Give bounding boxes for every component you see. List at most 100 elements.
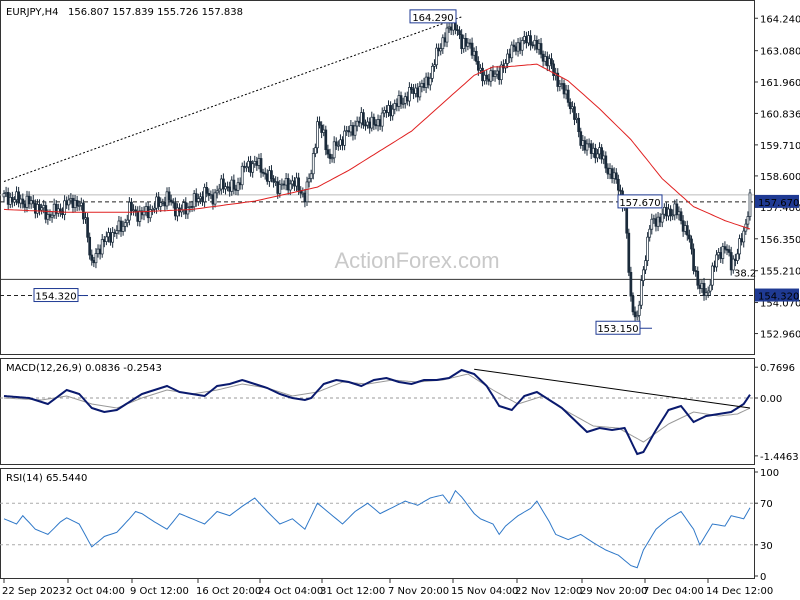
candle-body xyxy=(491,70,495,77)
candle-body xyxy=(98,248,102,255)
candle-body xyxy=(349,125,353,133)
candle-body xyxy=(196,198,200,202)
candle-body xyxy=(65,200,69,206)
candle-body xyxy=(368,121,372,129)
candle-body xyxy=(236,182,240,191)
candle-body xyxy=(199,196,202,200)
candle-body xyxy=(38,204,41,211)
price-tick-label: 154.070 xyxy=(760,299,800,310)
candle-body xyxy=(600,147,603,160)
candle-body xyxy=(228,186,232,192)
candle-body xyxy=(504,63,507,69)
candle-body xyxy=(136,211,140,222)
support-price-box xyxy=(755,288,799,302)
candle-body xyxy=(36,204,39,214)
candle-body xyxy=(109,232,112,243)
candle-body xyxy=(253,161,257,165)
candle-body xyxy=(242,165,246,168)
candle-body xyxy=(594,147,597,159)
candle-body xyxy=(205,186,209,194)
candle-body xyxy=(111,232,115,243)
candle-body xyxy=(217,188,221,192)
candle-body xyxy=(186,207,190,215)
candle-body xyxy=(155,196,158,209)
candle-body xyxy=(692,248,695,271)
candle-body xyxy=(159,202,163,207)
price-tick-label: 157.480 xyxy=(760,203,800,214)
candle-body xyxy=(604,155,608,169)
candle-body xyxy=(487,78,491,82)
candle-body xyxy=(564,89,568,95)
candle-body xyxy=(405,96,409,102)
candle-body xyxy=(704,292,708,296)
candle-body xyxy=(343,130,346,146)
price-tick-label: 161.960 xyxy=(760,78,800,89)
candle-body xyxy=(435,47,438,66)
candle-body xyxy=(59,208,62,212)
candle-body xyxy=(416,87,420,98)
candle-body xyxy=(717,252,721,256)
candle-body xyxy=(309,173,313,179)
candle-body xyxy=(479,67,482,71)
candle-body xyxy=(683,225,687,232)
candle-body xyxy=(167,191,171,201)
candle-body xyxy=(94,253,98,264)
candle-body xyxy=(514,46,518,52)
candle-body xyxy=(420,83,424,88)
current-price-label: 157.670 xyxy=(758,198,799,209)
candle-body xyxy=(330,157,334,160)
candle-body xyxy=(364,124,367,127)
candle-body xyxy=(395,103,399,107)
candle-body xyxy=(516,42,520,52)
candle-body xyxy=(499,64,503,81)
candle-body xyxy=(723,246,727,250)
candle-body xyxy=(291,180,294,185)
candle-body xyxy=(520,40,524,51)
candle-body xyxy=(100,239,104,255)
candle-body xyxy=(63,200,66,216)
candle-body xyxy=(512,44,516,48)
candle-body xyxy=(151,209,154,211)
candle-body xyxy=(117,220,121,231)
candle-body xyxy=(533,39,537,46)
candle-body xyxy=(188,206,192,208)
candle-body xyxy=(322,129,326,133)
candle-body xyxy=(472,50,476,56)
candle-body xyxy=(238,182,242,186)
candle-body xyxy=(433,64,436,67)
candle-body xyxy=(176,207,179,217)
candle-body xyxy=(652,218,656,221)
candle-body xyxy=(422,83,426,88)
candle-body xyxy=(261,171,265,174)
candle-body xyxy=(681,220,685,232)
candle-body xyxy=(27,195,31,205)
candle-body xyxy=(142,211,146,216)
candle-body xyxy=(470,42,474,56)
macd-panel-title: MACD(12,26,9) 0.0836 -0.2543 xyxy=(6,363,162,374)
candle-body xyxy=(629,272,633,297)
candle-body xyxy=(345,130,349,132)
support-price-label: 154.320 xyxy=(758,292,799,303)
candle-body xyxy=(113,232,117,234)
candle-body xyxy=(719,252,723,259)
candle-body xyxy=(82,202,85,220)
candle-body xyxy=(328,153,332,159)
candle-body xyxy=(115,230,119,234)
candle-body xyxy=(713,265,716,268)
rsi-line xyxy=(3,489,751,569)
candle-body xyxy=(226,186,229,189)
candle-body xyxy=(408,87,411,102)
candle-body xyxy=(326,149,330,155)
candle-body xyxy=(658,216,662,223)
candle-body xyxy=(374,124,378,127)
candle-body xyxy=(596,153,599,159)
candle-body xyxy=(324,129,328,151)
candle-body xyxy=(336,144,340,147)
candle-body xyxy=(270,170,273,179)
candle-body xyxy=(633,311,637,318)
rsi-panel-frame xyxy=(0,468,755,579)
candle-body xyxy=(535,39,539,50)
fib-label: 38.2 xyxy=(734,268,756,279)
candle-body xyxy=(566,89,570,103)
candle-body xyxy=(577,117,580,133)
